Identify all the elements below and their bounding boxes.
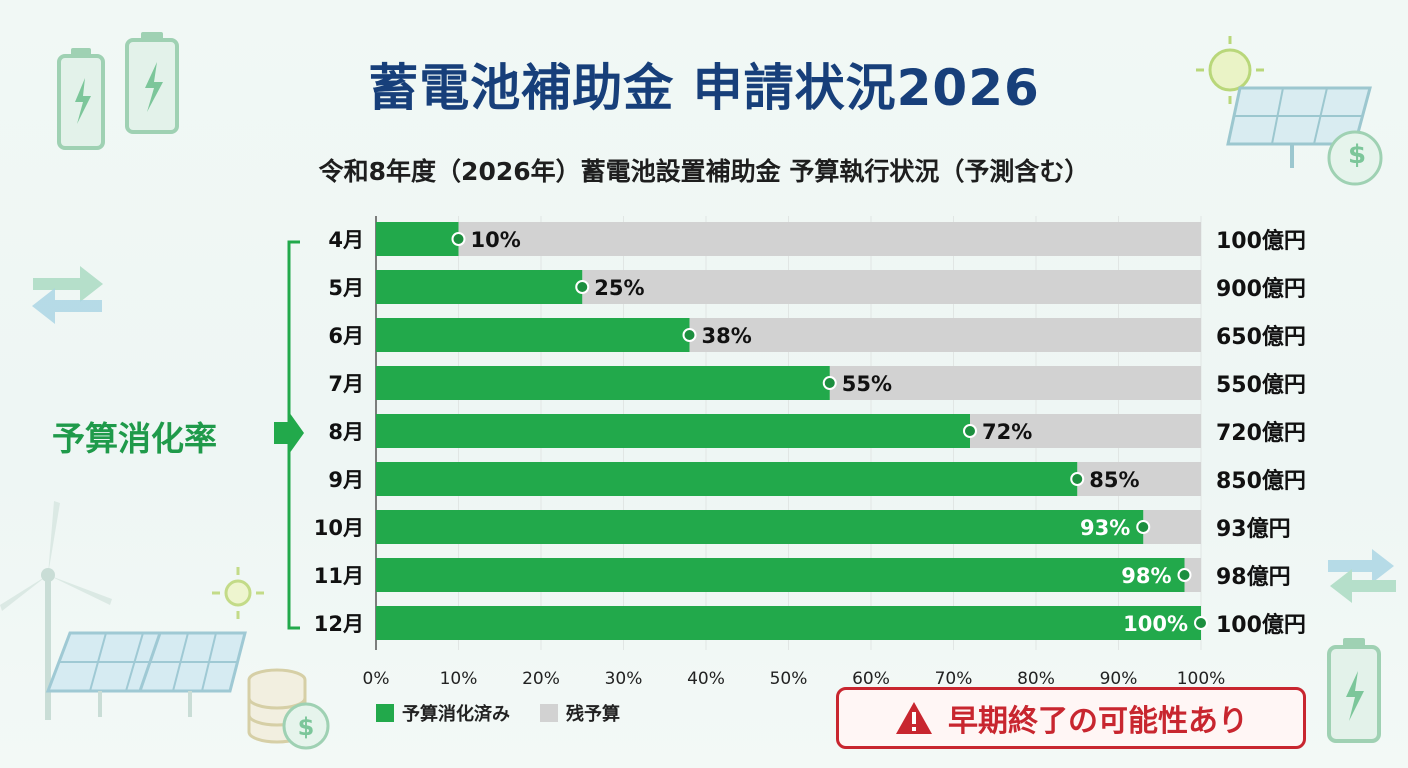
solar-panels-icon	[45, 631, 247, 717]
value-label: 72%	[982, 420, 1032, 444]
budget-amount-label: 100億円	[1216, 228, 1306, 254]
legend-item-remaining: 残予算	[540, 700, 620, 726]
legend-label-remaining: 残予算	[566, 704, 620, 725]
bar-remaining	[829, 366, 1201, 400]
warning-text: 早期終了の可能性あり	[948, 704, 1248, 739]
solar-panel-icon	[1196, 36, 1383, 186]
x-tick-label: 30%	[605, 669, 643, 689]
bracket-arrow	[274, 240, 304, 630]
bar-remaining	[582, 270, 1201, 304]
category-label: 6月	[328, 324, 364, 348]
value-label: 85%	[1089, 468, 1139, 492]
wind-turbine-icon	[0, 501, 112, 720]
bar-remaining	[1077, 462, 1201, 496]
bar-remaining	[689, 318, 1201, 352]
battery-icon-pair	[57, 32, 179, 150]
bar-consumed	[376, 462, 1078, 496]
value-label: 100%	[1123, 612, 1188, 636]
labels: 0% 10% 20% 30% 40% 50% 60% 70% 80% 90% 100% 4月 10% 10…	[314, 228, 1306, 689]
bar-consumed	[376, 558, 1185, 592]
x-tick-label: 20%	[522, 669, 560, 689]
value-label: 98%	[1121, 564, 1171, 588]
category-label: 7月	[328, 372, 364, 396]
bar-remaining	[970, 414, 1201, 448]
budget-amount-label: 93億円	[1216, 516, 1291, 542]
budget-amount-label: 900億円	[1216, 276, 1306, 302]
bar-end-marker	[1070, 472, 1085, 486]
x-tick-label: 90%	[1100, 669, 1138, 689]
value-label: 10%	[471, 228, 521, 252]
category-label: 5月	[328, 276, 364, 300]
budget-amount-label: 850億円	[1216, 468, 1306, 494]
bar-end-marker	[1194, 616, 1208, 630]
category-label: 11月	[314, 564, 364, 588]
bar-end-marker	[451, 232, 466, 246]
coin-stack-icon: $	[247, 668, 330, 750]
x-tick-label: 60%	[852, 669, 890, 689]
recycle-arrows-icon	[32, 266, 103, 324]
sun-icon	[212, 567, 264, 619]
dollar-icon: $	[1347, 140, 1367, 170]
bar-remaining	[1184, 558, 1201, 592]
bar-consumed	[376, 606, 1201, 640]
budget-amount-label: 98億円	[1216, 564, 1291, 590]
x-tick-label: 0%	[363, 669, 390, 689]
category-label: 9月	[328, 468, 364, 492]
bar-end-marker	[963, 424, 977, 438]
category-label: 10月	[314, 516, 364, 540]
budget-amount-label: 720億円	[1216, 420, 1306, 446]
bars	[376, 222, 1208, 640]
bar-end-marker	[1136, 520, 1151, 534]
legend-swatch-remaining	[540, 704, 558, 722]
x-tick-label: 40%	[687, 669, 725, 689]
category-label: 4月	[328, 228, 364, 252]
svg-text:$: $	[298, 713, 315, 741]
value-label: 38%	[702, 324, 752, 348]
legend-item-consumed: 予算消化済み	[376, 700, 510, 726]
x-tick-label: 50%	[770, 669, 808, 689]
value-label: 55%	[842, 372, 892, 396]
chart-subtitle: 令和8年度（2026年）蓄電池設置補助金 予算執行状況（予測含む）	[318, 157, 1090, 186]
bar-end-marker	[822, 376, 837, 390]
bar-remaining	[1143, 510, 1201, 544]
bar-remaining	[458, 222, 1201, 256]
bar-consumed	[376, 318, 690, 352]
value-label: 25%	[594, 276, 644, 300]
bar-consumed	[376, 414, 970, 448]
x-tick-label: 10%	[440, 669, 478, 689]
bar-consumed	[376, 366, 830, 400]
budget-amount-label: 650億円	[1216, 324, 1306, 350]
budget-amount-label: 100億円	[1216, 612, 1306, 638]
value-label: 93%	[1080, 516, 1130, 540]
bar-end-marker	[682, 328, 697, 342]
category-label: 12月	[314, 612, 364, 636]
side-label: 予算消化率	[52, 419, 217, 458]
x-tick-label: 100%	[1177, 669, 1226, 689]
legend: 予算消化済み 残予算	[376, 700, 620, 726]
page-title: 蓄電池補助金 申請状況2026	[368, 59, 1040, 117]
bar-consumed	[376, 270, 583, 304]
battery-icon	[1327, 638, 1381, 743]
early-end-warning-badge: 早期終了の可能性あり	[836, 687, 1306, 749]
legend-label-consumed: 予算消化済み	[402, 704, 510, 725]
budget-amount-label: 550億円	[1216, 372, 1306, 398]
bar-end-marker	[1177, 568, 1192, 582]
warning-triangle-icon	[896, 702, 932, 734]
bar-end-marker	[575, 280, 590, 294]
x-tick-label: 80%	[1017, 669, 1055, 689]
legend-swatch-consumed	[376, 704, 394, 722]
bar-consumed	[376, 222, 459, 256]
category-label: 8月	[328, 420, 364, 444]
x-tick-label: 70%	[935, 669, 973, 689]
bar-consumed	[376, 510, 1144, 544]
recycle-arrows-icon	[1328, 549, 1396, 603]
